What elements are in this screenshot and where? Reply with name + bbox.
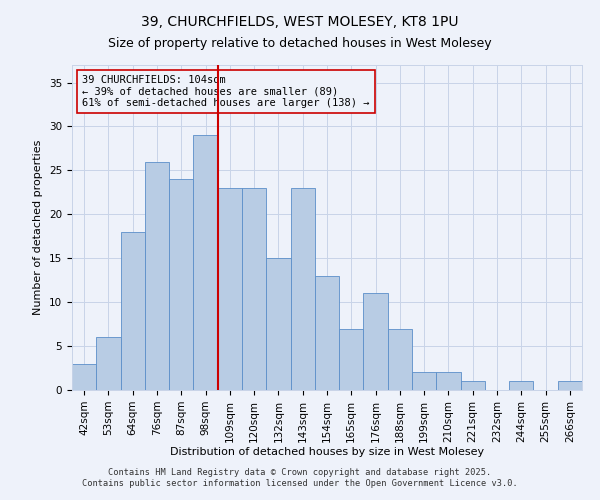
Bar (461, 381, 485, 390)
Text: Contains HM Land Registry data © Crown copyright and database right 2025.
Contai: Contains HM Land Registry data © Crown c… (82, 468, 518, 487)
Bar (218, 188, 242, 390)
Bar (509, 381, 533, 390)
Bar (121, 232, 145, 390)
Bar (315, 276, 339, 390)
Bar (193, 136, 218, 390)
Bar (412, 372, 436, 390)
Bar (388, 328, 412, 390)
Y-axis label: Number of detached properties: Number of detached properties (34, 140, 43, 315)
Bar (339, 328, 364, 390)
Text: 39, CHURCHFIELDS, WEST MOLESEY, KT8 1PU: 39, CHURCHFIELDS, WEST MOLESEY, KT8 1PU (141, 15, 459, 29)
Bar (290, 188, 315, 390)
Bar (364, 294, 388, 390)
Bar (72, 364, 96, 390)
Bar (436, 372, 461, 390)
Bar (169, 179, 193, 390)
Bar (558, 381, 582, 390)
Text: Size of property relative to detached houses in West Molesey: Size of property relative to detached ho… (108, 38, 492, 51)
Bar (145, 162, 169, 390)
Bar (266, 258, 290, 390)
X-axis label: Distribution of detached houses by size in West Molesey: Distribution of detached houses by size … (170, 448, 484, 458)
Text: 39 CHURCHFIELDS: 104sqm
← 39% of detached houses are smaller (89)
61% of semi-de: 39 CHURCHFIELDS: 104sqm ← 39% of detache… (82, 74, 370, 108)
Bar (242, 188, 266, 390)
Bar (96, 338, 121, 390)
